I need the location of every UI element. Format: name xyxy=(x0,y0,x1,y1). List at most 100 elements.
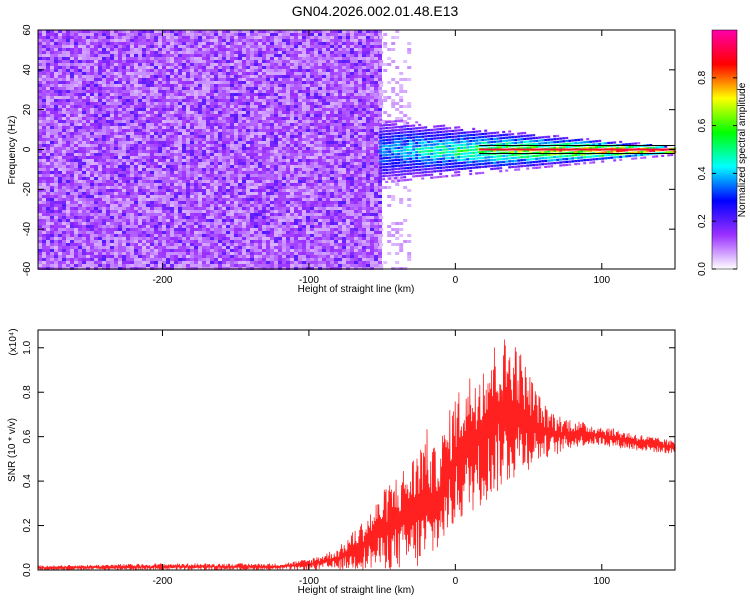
spectrogram-cell xyxy=(186,240,190,243)
spectrogram-cell xyxy=(142,255,146,258)
spectrogram-cell xyxy=(238,126,242,129)
spectrogram-cell xyxy=(286,126,290,129)
spectrogram-cell xyxy=(246,99,250,102)
spectrogram-cell xyxy=(110,192,114,195)
spectrogram-cell xyxy=(230,237,234,240)
spectrogram-cell xyxy=(206,207,210,210)
spectrogram-cell xyxy=(254,162,258,165)
spectrogram-cell xyxy=(226,57,230,60)
spectrogram-cell xyxy=(214,57,218,60)
spectrogram-cell xyxy=(166,198,170,201)
spectrogram-cell xyxy=(282,225,286,228)
spectrogram-cell xyxy=(266,252,270,255)
spectrogram-cell xyxy=(246,120,250,123)
spectrogram-cell xyxy=(154,63,158,66)
spectrogram-cell xyxy=(182,102,186,105)
spectrogram-cell xyxy=(190,90,194,93)
spectrogram-cell xyxy=(70,123,74,126)
spectrogram-cell xyxy=(282,183,286,186)
spectrogram-cell xyxy=(278,258,282,261)
spectrogram-cell xyxy=(278,195,282,198)
spectrogram-cell xyxy=(106,144,110,147)
spectrogram-cell xyxy=(62,123,66,126)
spectrogram-cell xyxy=(122,249,126,252)
spectrogram-cell xyxy=(230,126,234,129)
spectrogram-cell xyxy=(266,228,270,231)
spectrogram-cell xyxy=(54,51,58,54)
spectrogram-cell xyxy=(254,249,258,252)
spectrogram-cell xyxy=(262,219,266,222)
spectrogram-cell xyxy=(90,210,94,213)
spectrogram-cell xyxy=(98,135,102,138)
spectrogram-cell xyxy=(270,69,274,72)
spectrogram-cell xyxy=(74,165,78,168)
spectrogram-cell xyxy=(182,129,186,132)
spectrogram-cell xyxy=(98,42,102,45)
spectrogram-cell xyxy=(238,117,242,120)
spectrogram-cell xyxy=(138,231,142,234)
spectrogram-cell xyxy=(122,39,126,42)
spectrogram-cell xyxy=(226,72,230,75)
spectrogram-cell xyxy=(242,123,246,126)
spectrogram-cell xyxy=(154,231,158,234)
spectrogram-cell xyxy=(158,240,162,243)
spectrogram-cell xyxy=(62,249,66,252)
spectrogram-cell xyxy=(82,144,86,147)
spectrogram-cell xyxy=(226,192,230,195)
spectrogram-cell xyxy=(206,162,210,165)
spectrogram-cell xyxy=(186,192,190,195)
spectrogram-cell xyxy=(66,138,70,141)
spectrogram-cell xyxy=(218,150,222,153)
spectrogram-cell xyxy=(182,228,186,231)
spectrogram-cell xyxy=(142,192,146,195)
spectrogram-cell xyxy=(186,204,190,207)
spectrogram-cell xyxy=(66,57,70,60)
spectrogram-cell xyxy=(94,39,98,42)
spectrogram-cell xyxy=(98,213,102,216)
spectrogram-cell xyxy=(54,90,58,93)
spectrogram-cell xyxy=(270,192,274,195)
spectrogram-cell xyxy=(126,156,130,159)
spectrogram-cell xyxy=(174,171,178,174)
spectrogram-cell xyxy=(174,252,178,255)
spectrogram-cell xyxy=(42,72,46,75)
spectrogram-cell xyxy=(142,177,146,180)
spectrogram-cell xyxy=(274,246,278,249)
spectrogram-cell xyxy=(174,147,178,150)
spectrogram-cell xyxy=(46,87,50,90)
spectrogram-cell xyxy=(86,207,90,210)
spectrogram-cell xyxy=(274,105,278,108)
spectrogram-cell xyxy=(238,243,242,246)
spectrogram-cell xyxy=(206,30,210,33)
spectrogram-cell xyxy=(214,171,218,174)
spectrogram-cell xyxy=(138,141,142,144)
spectrogram-cell xyxy=(86,72,90,75)
spectrogram-cell xyxy=(54,216,58,219)
spectrogram-cell xyxy=(82,72,86,75)
spectrogram-cell xyxy=(142,66,146,69)
spectrogram-cell xyxy=(198,216,202,219)
spectrogram-cell xyxy=(50,222,54,225)
spectrogram-cell xyxy=(258,258,262,261)
spectrogram-cell xyxy=(186,150,190,153)
spectrogram-cell xyxy=(102,243,106,246)
spectrogram-cell xyxy=(62,69,66,72)
spectrogram-cell xyxy=(246,216,250,219)
spectrogram-cell xyxy=(74,228,78,231)
spectrogram-cell xyxy=(234,87,238,90)
spectrogram-cell xyxy=(198,261,202,264)
spectrogram-cell xyxy=(134,240,138,243)
spectrogram-cell xyxy=(178,252,182,255)
spectrogram-cell xyxy=(102,153,106,156)
spectrogram-cell xyxy=(242,249,246,252)
spectrogram-cell xyxy=(86,213,90,216)
spectrogram-cell xyxy=(78,249,82,252)
spectrogram-cell xyxy=(150,210,154,213)
spectrogram-cell xyxy=(70,51,74,54)
spectrogram-cell xyxy=(46,99,50,102)
spectrogram-cell xyxy=(262,30,266,33)
spectrogram-cell xyxy=(50,84,54,87)
spectrogram-cell xyxy=(74,186,78,189)
spectrogram-cell xyxy=(94,123,98,126)
spectrogram-cell xyxy=(282,255,286,258)
